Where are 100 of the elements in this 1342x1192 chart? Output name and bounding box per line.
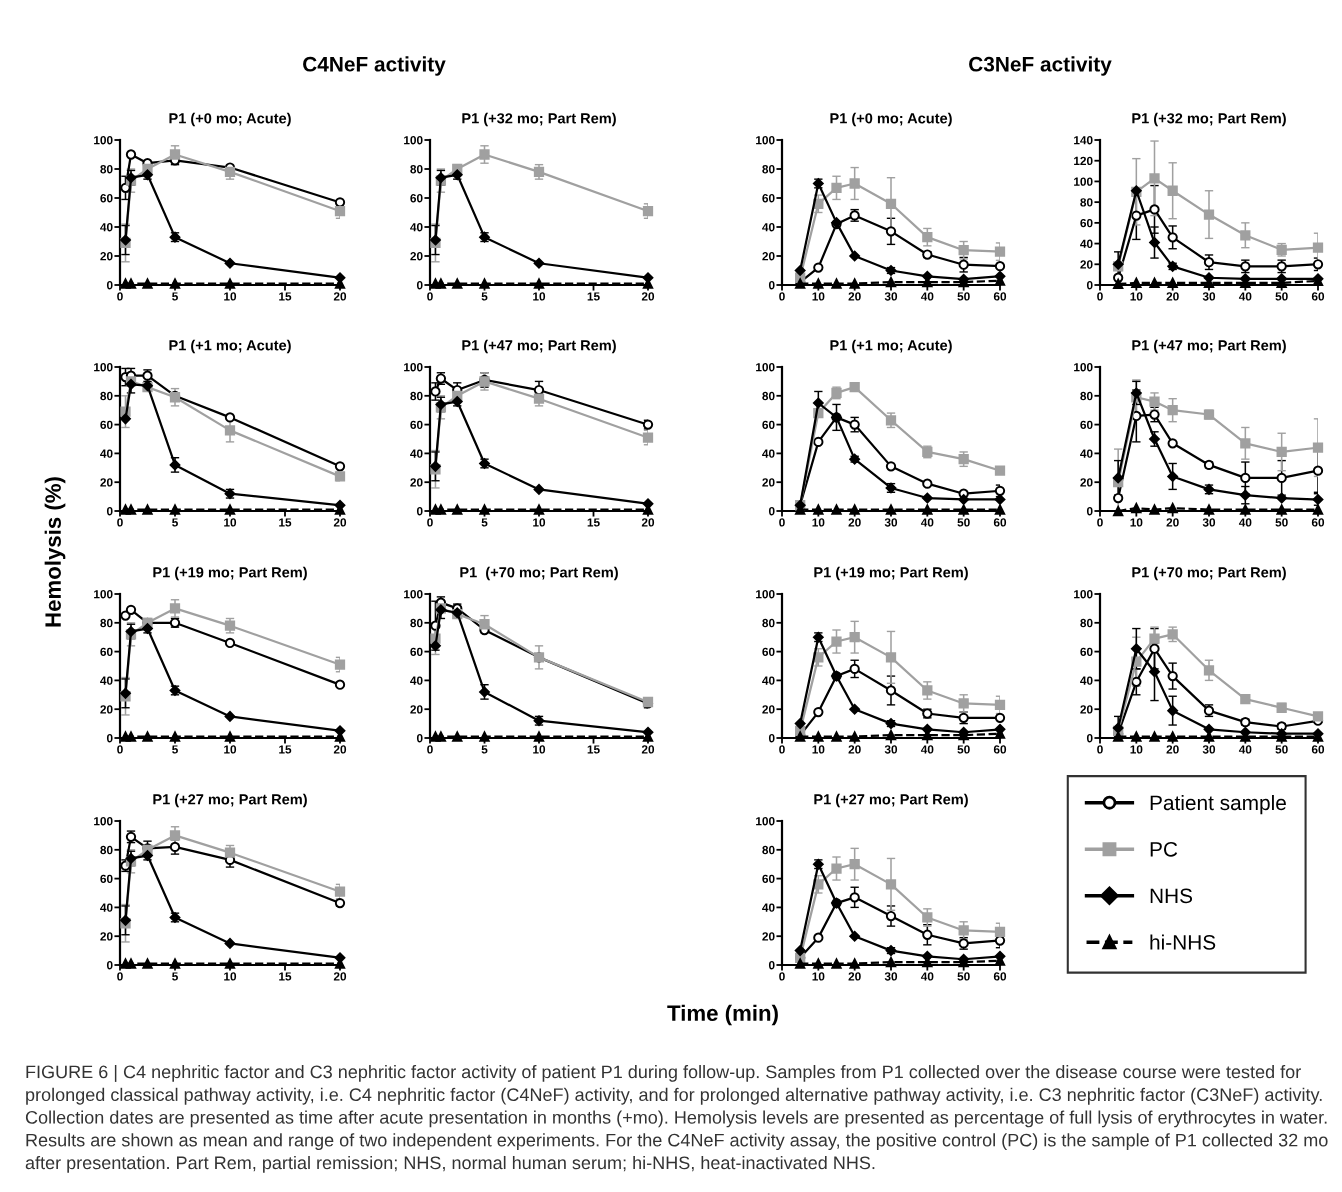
x-tick-label: 0 <box>427 292 433 301</box>
x-tick-label: 0 <box>427 518 433 527</box>
y-tick-label: 80 <box>100 845 113 855</box>
x-tick-label: 30 <box>884 518 898 527</box>
y-tick-label: 100 <box>1074 590 1093 599</box>
y-tick-label: 80 <box>410 391 423 401</box>
x-tick-label: 10 <box>1130 745 1143 754</box>
chart-title: P1 (+27 mo; Part Rem) <box>814 793 968 808</box>
x-tick-label: 10 <box>812 972 825 981</box>
y-tick-label: 0 <box>768 961 775 970</box>
x-tick-label: 30 <box>884 972 898 981</box>
x-tick-label: 40 <box>920 292 934 301</box>
y-tick-label: 40 <box>762 903 775 912</box>
y-tick-label: 80 <box>1080 198 1093 207</box>
x-tick-label: 5 <box>172 972 178 981</box>
x-tick-label: 20 <box>848 292 861 301</box>
y-tick-label: 0 <box>106 961 113 970</box>
y-tick-label: 0 <box>106 507 113 516</box>
y-tick-label: 100 <box>756 363 775 372</box>
y-tick-label: 100 <box>756 817 775 826</box>
y-tick-label: 60 <box>762 647 775 656</box>
y-tick-label: 0 <box>1086 281 1093 290</box>
x-tick-label: 40 <box>1238 292 1252 301</box>
x-tick-label: 30 <box>884 292 898 301</box>
x-tick-label: 0 <box>779 518 785 527</box>
x-tick-label: 60 <box>1311 745 1325 754</box>
y-tick-label: 40 <box>100 223 113 232</box>
x-tick-label: 0 <box>427 745 433 754</box>
y-tick-label: 80 <box>100 618 113 628</box>
chart-title: P1 (+32 mo; Part Rem) <box>462 112 616 127</box>
text: C3NeF activity <box>969 56 1112 76</box>
x-tick-label: 30 <box>1202 745 1216 754</box>
x-tick-label: 40 <box>920 745 934 754</box>
y-tick-label: 100 <box>94 136 113 145</box>
x-tick-label: 0 <box>117 972 123 981</box>
y-tick-label: 0 <box>1086 507 1093 516</box>
x-tick-label: 10 <box>812 292 825 301</box>
x-tick-label: 10 <box>1130 518 1143 527</box>
y-tick-label: 0 <box>106 281 113 290</box>
x-tick-label: 10 <box>533 745 546 754</box>
y-tick-label: 20 <box>410 478 423 487</box>
y-tick-label: 0 <box>416 281 423 290</box>
x-tick-label: 0 <box>117 745 123 754</box>
x-tick-label: 0 <box>1097 518 1103 527</box>
x-tick-label: 5 <box>481 292 488 301</box>
x-tick-label: 5 <box>481 518 488 527</box>
caption: FIGURE 6 | C4 nephritic factor and C3 nephritic factor activity of patient P1 during follow-up. Samples from P1 collected over the disease course were tested for prolonged classical pathway activity, i.e. C4 nephritic factor (C4NeF) activity, and for prolonged alternative pathway activity, i.e. C3 nephritic factor (C3NeF) activity. Collection dates are presented as time after acute presentation in months (+mo). Hemolysis levels are presented as percentage of full lysis of erythrocytes in water. Results are shown as mean and range of two independent experiments. For the C4NeF activity assay, the positive control (PC) is the sample of P1 collected 32 mo after presentation. Part Rem, partial remission; NHS, normal human serum; hi-NHS, heat-inactivated NHS. <box>25 1065 1328 1173</box>
y-tick-label: 0 <box>1086 734 1093 743</box>
x-tick-label: 10 <box>1130 292 1143 301</box>
x-tick-label: 30 <box>1202 518 1216 527</box>
x-tick-label: 50 <box>957 292 970 301</box>
x-tick-label: 20 <box>333 292 347 301</box>
chart-title: P1 (+70 mo; Part Rem) <box>1132 566 1286 581</box>
x-tick-label: 5 <box>172 292 178 301</box>
chart-title: P1 (+47 mo; Part Rem) <box>1132 339 1286 354</box>
chart-title: P1 (+19 mo; Part Rem) <box>814 566 968 581</box>
text: C4NeF activity <box>303 56 446 76</box>
x-tick-label: 0 <box>779 972 785 981</box>
x-tick-label: 60 <box>993 972 1007 981</box>
y-tick-label: 80 <box>1080 618 1093 628</box>
y-tick-label: 60 <box>410 194 423 203</box>
y-tick-label: 20 <box>410 252 423 261</box>
y-tick-label: 0 <box>768 281 775 290</box>
y-tick-label: 40 <box>762 223 775 232</box>
y-tick-label: 20 <box>762 478 775 487</box>
y-tick-label: 20 <box>1080 260 1093 269</box>
x-tick-label: 15 <box>279 745 292 754</box>
x-tick-label: 50 <box>1275 292 1288 301</box>
y-tick-label: 40 <box>100 449 113 458</box>
x-tick-label: 10 <box>533 292 546 301</box>
x-tick-label: 60 <box>993 745 1007 754</box>
x-tick-label: 20 <box>641 745 655 754</box>
x-tick-label: 0 <box>1097 745 1103 754</box>
x-tick-label: 15 <box>587 745 600 754</box>
x-tick-label: 10 <box>224 518 237 527</box>
chart-title: P1 (+0 mo; Acute) <box>169 112 291 127</box>
x-tick-label: 15 <box>587 292 600 301</box>
x-tick-label: 60 <box>1311 292 1325 301</box>
x-tick-label: 15 <box>279 972 292 981</box>
x-tick-label: 15 <box>279 518 292 527</box>
x-tick-label: 20 <box>848 518 861 527</box>
x-tick-label: 5 <box>172 745 178 754</box>
y-tick-label: 60 <box>762 420 775 429</box>
y-tick-label: 60 <box>410 647 423 656</box>
y-tick-label: 60 <box>1080 647 1093 656</box>
x-tick-label: 30 <box>884 745 898 754</box>
y-axis-title: Hemolysis (%) <box>44 477 66 627</box>
y-tick-label: 100 <box>404 590 423 599</box>
y-tick-label: 40 <box>1080 449 1093 458</box>
y-tick-label: 20 <box>410 705 423 714</box>
x-tick-label: 20 <box>641 292 655 301</box>
x-tick-label: 40 <box>1238 518 1252 527</box>
x-tick-label: 40 <box>920 518 934 527</box>
y-tick-label: 100 <box>756 590 775 599</box>
legend-label: NHS <box>1150 888 1193 904</box>
y-tick-label: 40 <box>100 903 113 912</box>
x-tick-label: 60 <box>993 518 1007 527</box>
x-tick-label: 15 <box>587 518 600 527</box>
y-tick-label: 0 <box>416 734 423 743</box>
y-tick-label: 60 <box>100 194 113 203</box>
